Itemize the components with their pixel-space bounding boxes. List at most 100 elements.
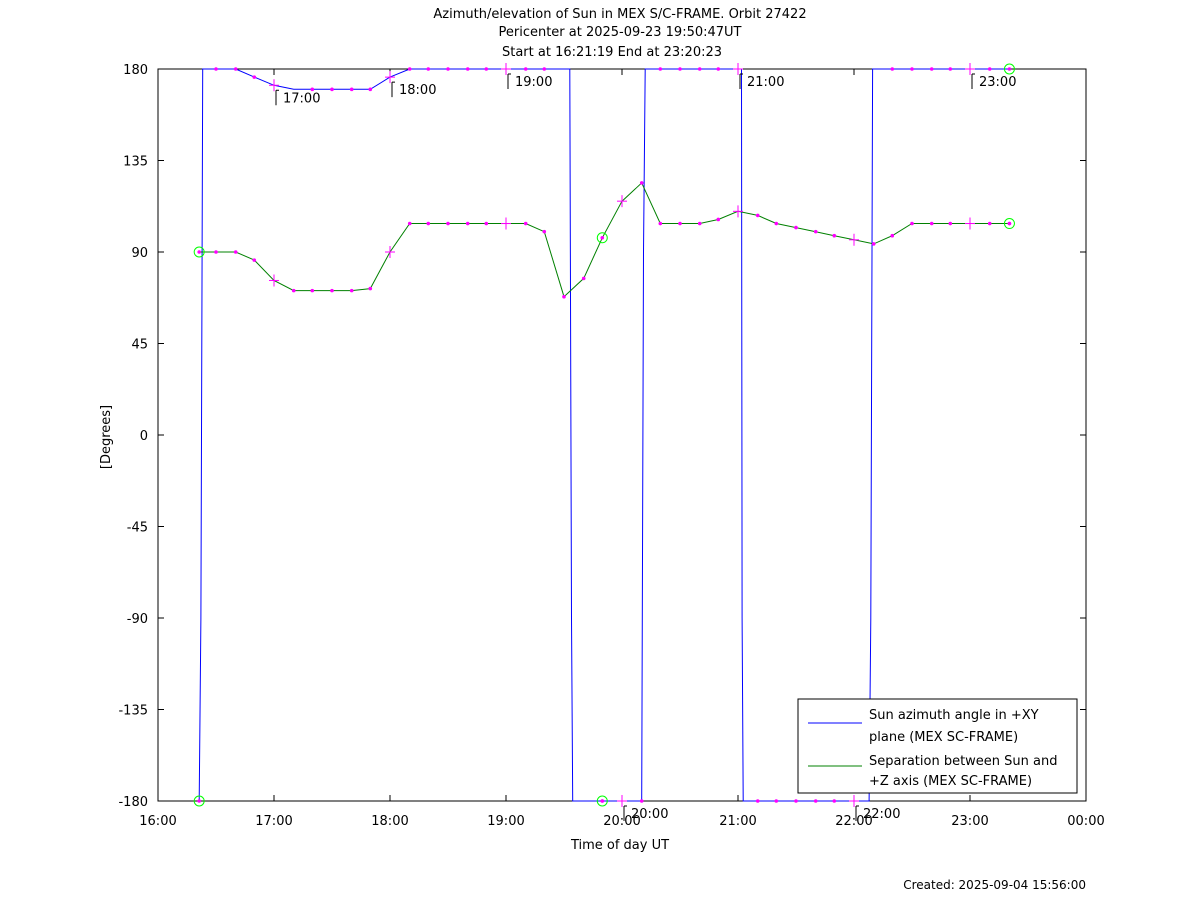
data-point-dot bbox=[987, 221, 992, 226]
y-tick-label: -180 bbox=[118, 795, 148, 810]
event-circle-center bbox=[600, 235, 605, 240]
plot-area: 16:00 17:00 18:00 19:00 20:00 21:00 22:00 23:00… bbox=[118, 63, 1105, 829]
data-point-dot bbox=[581, 276, 586, 281]
data-point-dot bbox=[562, 294, 566, 299]
data-point-dot bbox=[465, 67, 470, 71]
hour-annotation-label: 20:00 bbox=[631, 807, 668, 822]
chart-subtitle-start-end: Start at 16:21:19 End at 23:20:23 bbox=[502, 45, 722, 60]
data-point-dot bbox=[523, 221, 528, 226]
data-point-dot bbox=[368, 286, 373, 291]
data-point-dot bbox=[214, 250, 218, 254]
event-circle-center bbox=[197, 250, 201, 254]
data-point-dot bbox=[426, 221, 431, 226]
data-point-dot bbox=[697, 221, 702, 226]
data-point-dot bbox=[890, 233, 895, 238]
x-tick-label: 23:00 bbox=[951, 814, 988, 829]
y-tick-label: 135 bbox=[123, 155, 148, 170]
data-point-dot bbox=[407, 67, 412, 71]
hour-annotation-label: 23:00 bbox=[979, 75, 1016, 90]
x-tick-label: 19:00 bbox=[487, 814, 524, 829]
hour-annotation-label: 17:00 bbox=[283, 91, 320, 106]
data-point-dot bbox=[678, 221, 682, 226]
data-point-dot bbox=[484, 221, 489, 226]
y-tick-label: 90 bbox=[131, 246, 148, 261]
data-point-dot bbox=[542, 67, 547, 71]
data-point-dot bbox=[910, 67, 914, 71]
data-point-dot bbox=[716, 67, 721, 71]
data-point-dot bbox=[349, 87, 354, 92]
data-point-dot bbox=[910, 221, 914, 226]
legend-label-separation-line2: +Z axis (MEX SC-FRAME) bbox=[869, 774, 1032, 789]
data-point-dot bbox=[252, 75, 257, 79]
y-tick-label: -90 bbox=[127, 612, 148, 627]
data-point-dot bbox=[716, 217, 721, 222]
data-point-dot bbox=[310, 87, 315, 92]
data-point-dot bbox=[330, 87, 334, 92]
event-circle-marker bbox=[193, 246, 205, 258]
event-circle-center bbox=[600, 799, 605, 803]
data-point-dot bbox=[484, 67, 489, 71]
x-tick-label: 18:00 bbox=[371, 814, 408, 829]
y-tick-label: 180 bbox=[123, 63, 148, 78]
hour-annotation-label: 18:00 bbox=[399, 83, 436, 98]
x-tick-label: 22:00 bbox=[835, 814, 872, 829]
x-tick-label: 00:00 bbox=[1067, 814, 1104, 829]
data-point-dot bbox=[233, 67, 238, 71]
created-timestamp: Created: 2025-09-04 15:56:00 bbox=[903, 878, 1086, 892]
legend-label-azimuth-line2: plane (MEX SC-FRAME) bbox=[869, 730, 1018, 745]
data-point-dot bbox=[755, 213, 760, 218]
data-point-dot bbox=[639, 799, 644, 803]
data-point-dot bbox=[755, 799, 760, 803]
data-point-dot bbox=[658, 67, 663, 71]
data-point-dot bbox=[794, 225, 798, 230]
data-point-dot bbox=[252, 258, 257, 262]
data-point-dot bbox=[832, 233, 837, 238]
data-point-dot bbox=[948, 221, 953, 226]
data-point-dot bbox=[368, 87, 373, 92]
data-point-dot bbox=[310, 288, 315, 293]
data-point-dot bbox=[658, 221, 663, 226]
data-point-dot bbox=[929, 221, 934, 226]
data-point-dot bbox=[446, 221, 450, 226]
hour-annotation-label: 19:00 bbox=[515, 75, 552, 90]
data-point-dot bbox=[639, 181, 644, 185]
legend-label-separation-line1: Separation between Sun and bbox=[869, 754, 1057, 769]
data-point-dot bbox=[697, 67, 702, 71]
data-point-dot bbox=[890, 67, 895, 71]
data-point-dot bbox=[233, 250, 238, 254]
data-point-dot bbox=[465, 221, 470, 226]
legend-label-azimuth-line1: Sun azimuth angle in +XY bbox=[869, 708, 1039, 723]
hour-annotation-label: 22:00 bbox=[863, 807, 900, 822]
legend-box bbox=[797, 698, 1078, 794]
data-point-dot bbox=[987, 67, 992, 71]
x-axis-label: Time of day UT bbox=[570, 838, 669, 853]
data-point-dot bbox=[813, 799, 818, 803]
data-point-dot bbox=[214, 67, 218, 71]
hour-annotation-label: 21:00 bbox=[747, 75, 784, 90]
y-axis-label: [Degrees] bbox=[99, 405, 114, 469]
data-point-dot bbox=[813, 229, 818, 234]
data-point-dot bbox=[291, 288, 296, 293]
data-point-dot bbox=[330, 288, 334, 293]
data-point-dot bbox=[407, 221, 412, 226]
data-point-dot bbox=[774, 221, 779, 226]
data-point-dot bbox=[446, 67, 450, 71]
data-point-dot bbox=[832, 799, 837, 803]
data-point-dot bbox=[349, 288, 354, 293]
data-point-dot bbox=[948, 67, 953, 71]
chart-title: Azimuth/elevation of Sun in MEX S/C-FRAM… bbox=[433, 7, 806, 22]
x-tick-label: 16:00 bbox=[139, 814, 176, 829]
event-circle-marker bbox=[1003, 63, 1015, 75]
data-point-dot bbox=[678, 67, 682, 71]
event-circle-marker bbox=[596, 232, 608, 244]
data-point-dot bbox=[523, 67, 528, 71]
y-tick-label: 45 bbox=[131, 338, 148, 353]
data-point-dot bbox=[426, 67, 431, 71]
event-circle-center bbox=[1007, 221, 1012, 226]
data-point-dot bbox=[774, 799, 779, 803]
event-circle-center bbox=[197, 799, 201, 803]
y-tick-label: 0 bbox=[140, 429, 148, 444]
x-tick-label: 17:00 bbox=[255, 814, 292, 829]
event-circle-marker bbox=[596, 795, 608, 807]
